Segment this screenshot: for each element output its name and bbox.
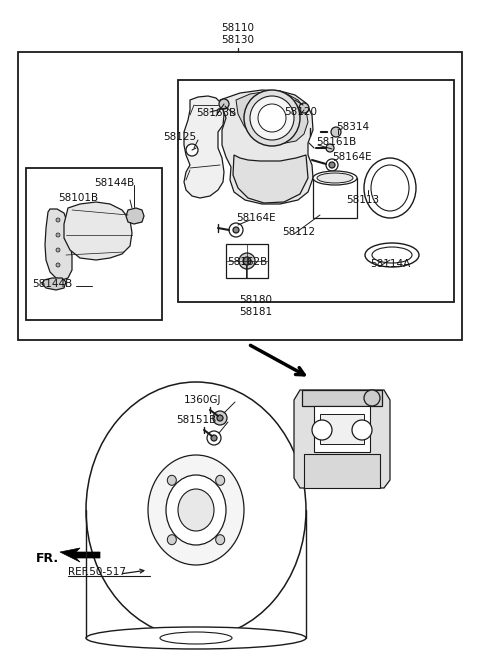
Bar [226,244,268,278]
Text: 58112: 58112 [282,227,315,237]
Bar [314,406,370,452]
Ellipse shape [148,455,244,565]
Circle shape [233,227,239,233]
Text: REF.50-517: REF.50-517 [68,567,126,577]
Circle shape [186,144,198,156]
Bar [304,454,380,488]
Text: 58314: 58314 [336,122,369,132]
Circle shape [331,127,341,137]
Ellipse shape [160,632,232,644]
Ellipse shape [313,171,357,185]
Ellipse shape [365,243,419,267]
Circle shape [312,420,332,440]
Ellipse shape [178,489,214,531]
Circle shape [219,99,229,109]
Ellipse shape [86,627,306,649]
Text: 58163B: 58163B [196,108,236,118]
Bar [320,414,364,444]
Polygon shape [126,208,144,224]
Text: 58144B: 58144B [94,178,134,188]
Circle shape [56,218,60,222]
Polygon shape [42,278,66,290]
Text: 58164E: 58164E [332,152,372,162]
Text: 58162B: 58162B [227,257,267,267]
Ellipse shape [168,535,176,544]
Circle shape [329,162,335,168]
Polygon shape [184,96,224,198]
Polygon shape [236,91,308,144]
Text: 58110: 58110 [221,23,254,33]
Text: 1360GJ: 1360GJ [184,395,221,405]
Circle shape [299,103,309,113]
Circle shape [56,233,60,237]
Text: 58125: 58125 [163,132,196,142]
Circle shape [229,223,243,237]
Polygon shape [233,155,308,203]
Circle shape [56,248,60,252]
Ellipse shape [166,475,226,545]
Text: 58151B: 58151B [176,415,216,425]
Ellipse shape [364,158,416,218]
Circle shape [244,90,300,146]
Text: 58130: 58130 [221,35,254,45]
Polygon shape [294,390,390,488]
Text: 58101B: 58101B [58,193,98,203]
Circle shape [211,435,217,441]
Circle shape [352,420,372,440]
Circle shape [243,257,251,265]
Circle shape [326,144,334,152]
Text: 58180: 58180 [240,295,273,305]
Text: 58161B: 58161B [316,137,356,147]
Ellipse shape [216,476,225,485]
Circle shape [326,159,338,171]
Polygon shape [60,548,100,562]
Text: 58114A: 58114A [370,259,410,269]
Bar [18,52,462,340]
Ellipse shape [168,476,176,485]
Circle shape [239,253,255,269]
Polygon shape [45,209,72,280]
Bar [26,168,162,320]
Ellipse shape [86,382,306,638]
Circle shape [56,263,60,267]
Ellipse shape [216,535,225,544]
Text: FR.: FR. [36,552,59,565]
Circle shape [213,411,227,425]
Circle shape [364,390,380,406]
Text: 58120: 58120 [284,107,317,117]
Circle shape [258,104,286,132]
Bar [178,80,454,302]
Text: 58164E: 58164E [236,213,276,223]
Polygon shape [64,202,132,260]
Circle shape [207,431,221,445]
Text: 58181: 58181 [240,307,273,317]
Circle shape [217,415,223,421]
Text: 58144B: 58144B [32,279,72,289]
Bar [302,390,382,406]
Text: 58113: 58113 [346,195,379,205]
Polygon shape [220,90,313,204]
Circle shape [250,96,294,140]
Bar [313,178,357,218]
Ellipse shape [317,173,353,183]
